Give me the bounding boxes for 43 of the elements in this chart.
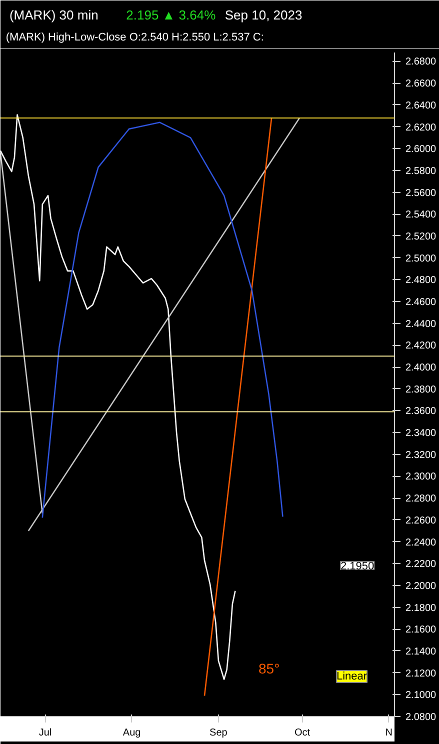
y-tick-label: 2.5200	[406, 231, 437, 242]
text: Sep 10, 2023	[224, 8, 302, 22]
x-tick-label: Oct	[294, 728, 310, 738]
y-tick-label: 2.5400	[406, 210, 437, 221]
y-tick-label: 2.4800	[406, 275, 437, 286]
y-tick-label: 2.4200	[406, 340, 437, 352]
y-tick-label: 2.2400	[406, 537, 437, 548]
y-tick-label: 2.1200	[406, 668, 437, 680]
annotation: Linear	[336, 670, 368, 682]
y-tick-label: 2.2000	[406, 580, 437, 592]
y-tick-label: 2.6000	[406, 144, 437, 156]
y-tick-label: 2.4600	[406, 297, 437, 308]
x-tick-label: Aug	[122, 728, 141, 738]
y-tick-label: 2.1600	[406, 624, 437, 636]
y-tick-label: 2.5800	[406, 166, 437, 177]
text: 2.195 ▲ 3.64%	[126, 8, 216, 22]
y-tick-label: 2.4400	[406, 318, 437, 330]
x-tick-label: Sep	[210, 728, 228, 738]
y-tick-label: 2.5000	[406, 253, 437, 264]
y-tick-label: 2.2600	[406, 515, 437, 526]
y-tick-label: 2.1800	[406, 602, 437, 614]
annotation: 85°	[258, 660, 280, 676]
text: (MARK) High-Low-Close O:2.540 H:2.550 L:2.537 C:	[6, 32, 264, 44]
y-tick-label: 2.3000	[406, 472, 437, 483]
y-tick-label: 2.0800	[406, 712, 437, 723]
y-tick-label: 2.5600	[406, 188, 437, 199]
x-tick-label: Jul	[38, 728, 52, 738]
y-tick-label: 2.3200	[406, 450, 437, 461]
x-tick-label: N	[385, 728, 393, 738]
y-tick-label: 2.1400	[406, 646, 437, 658]
y-tick-label: 2.2800	[406, 494, 437, 505]
y-tick-label: 2.4000	[406, 362, 437, 374]
y-tick-label: 2.3600	[406, 406, 437, 418]
chart-title: (MARK) 30 min	[9, 8, 98, 22]
y-tick-label: 2.6200	[406, 122, 437, 134]
y-tick-label: 2.6400	[406, 100, 437, 112]
y-tick-label: 2.3800	[406, 384, 437, 396]
y-tick-label: 2.1000	[406, 690, 437, 702]
y-tick-label: 2.6600	[406, 78, 437, 90]
y-tick-label: 2.6800	[406, 56, 437, 68]
y-tick-label: 2.2200	[406, 559, 437, 570]
y-tick-label: 2.3400	[406, 428, 437, 440]
annotation: 2.1950	[340, 560, 374, 572]
